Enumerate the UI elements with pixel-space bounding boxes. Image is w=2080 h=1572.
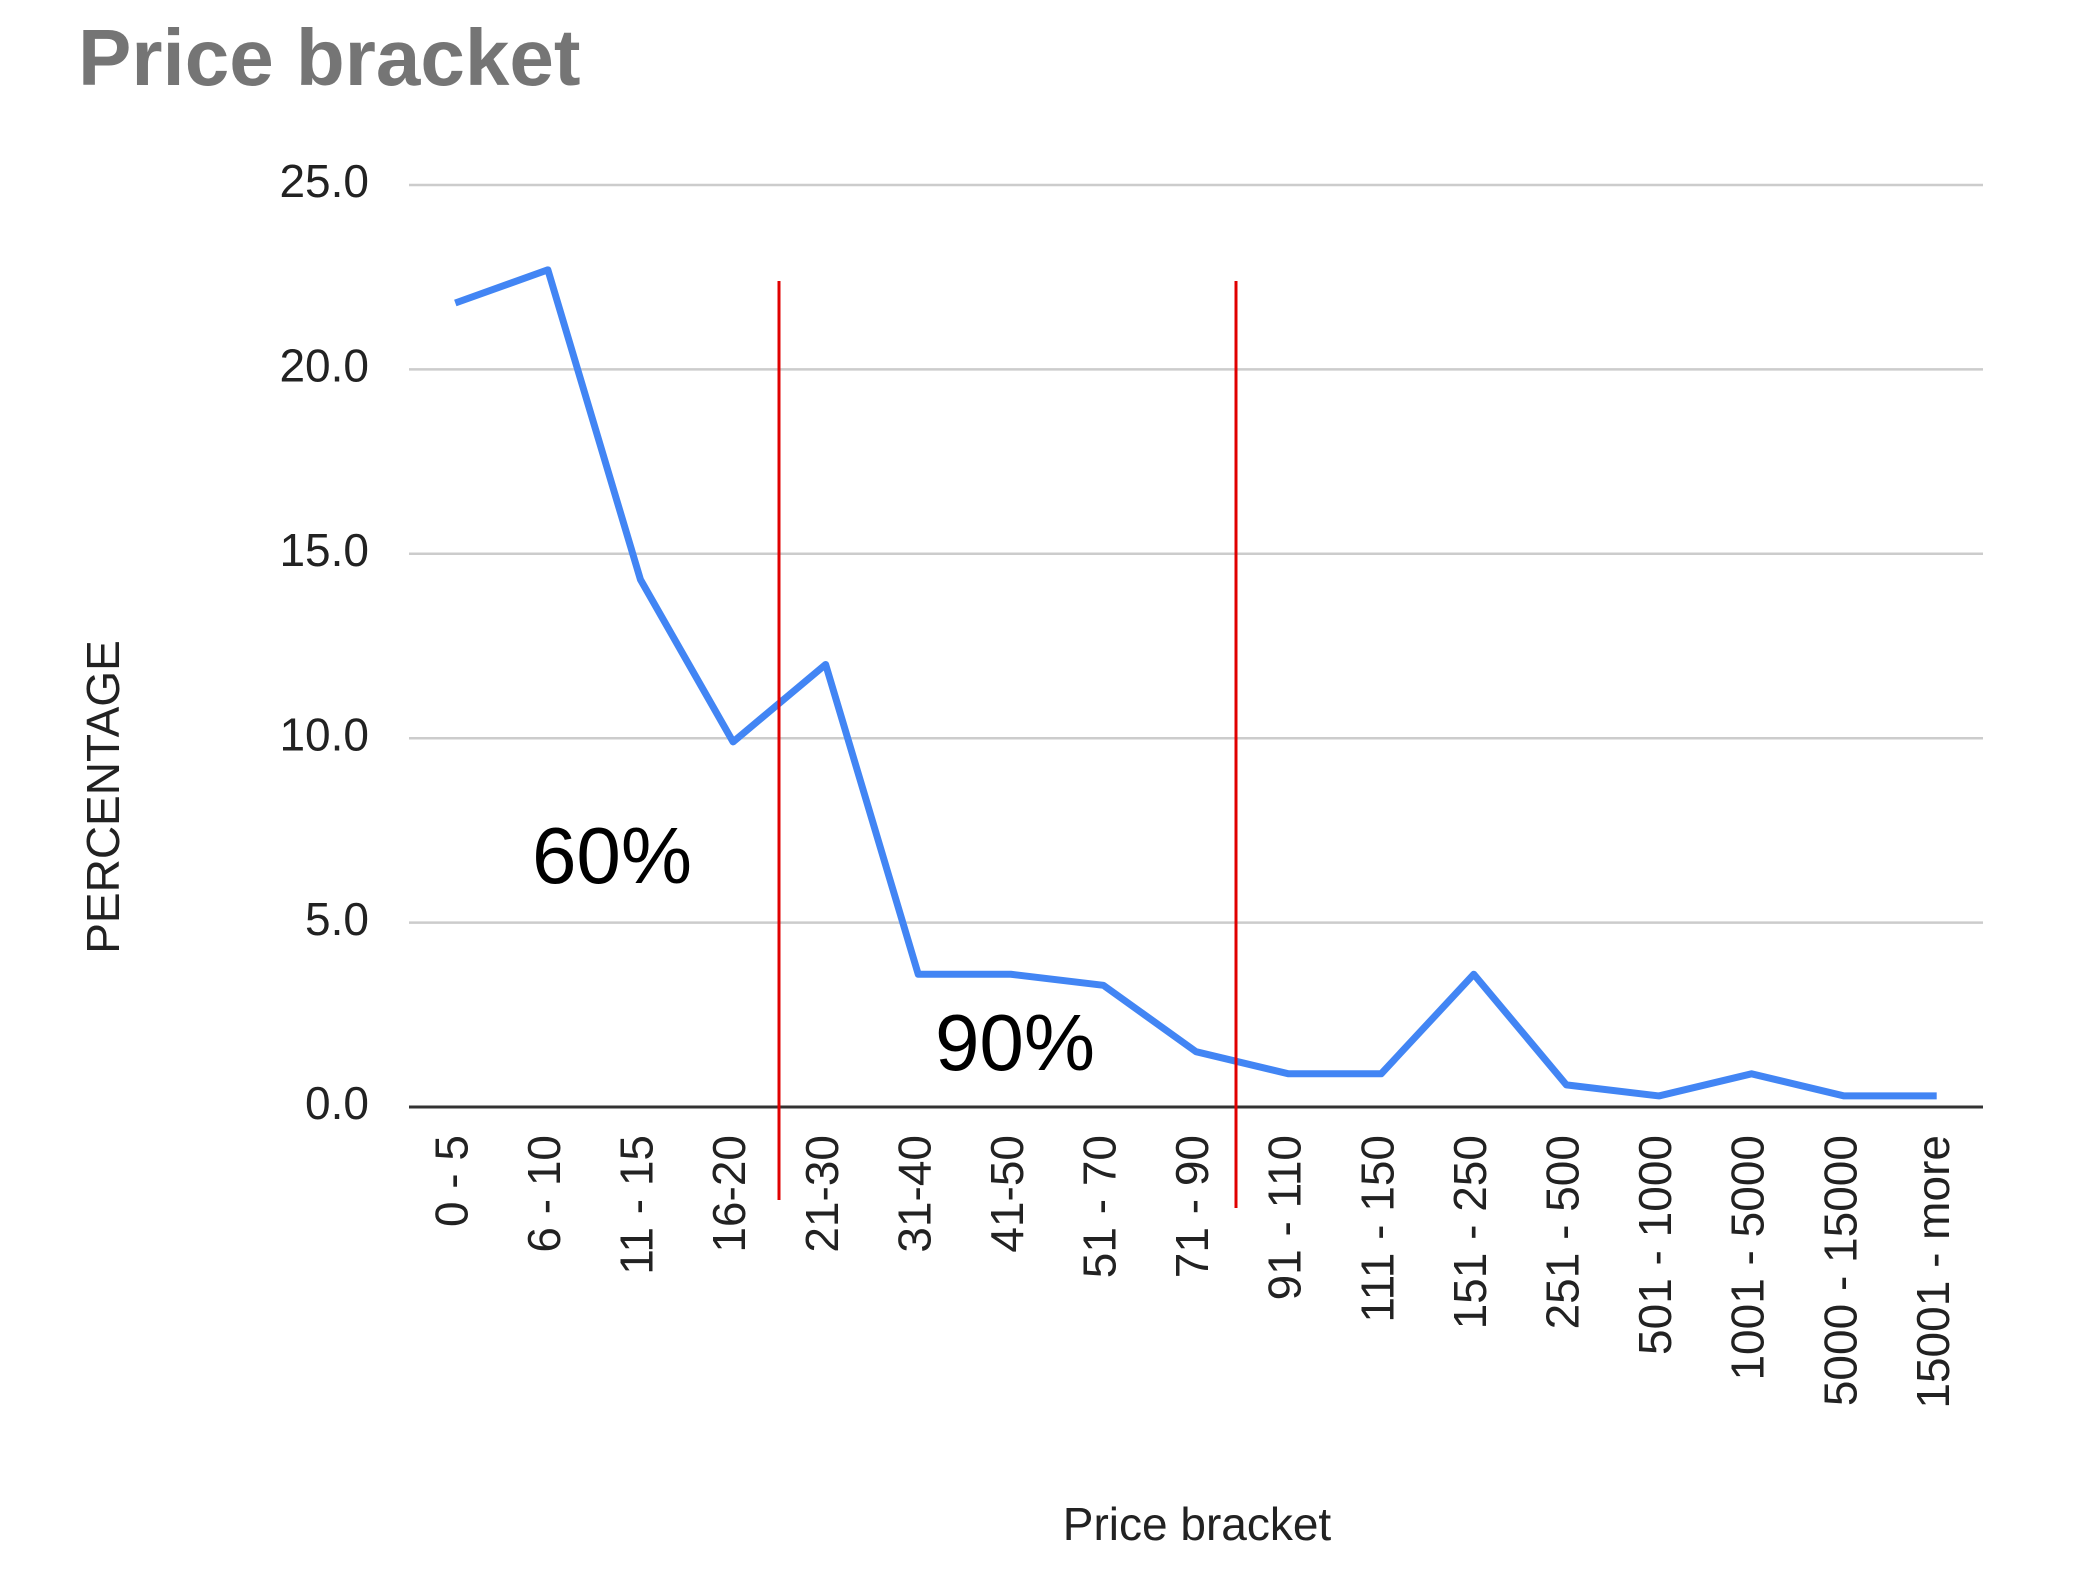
y-tick-label: 0.0	[305, 1077, 369, 1129]
chart-title: Price bracket	[78, 13, 581, 102]
y-tick-label: 5.0	[305, 893, 369, 945]
y-tick-label: 25.0	[279, 155, 369, 207]
y-tick-label: 20.0	[279, 340, 369, 392]
x-tick-label: 71 - 90	[1166, 1135, 1218, 1278]
x-tick-label: 16-20	[703, 1135, 755, 1253]
annotation: 60%	[532, 811, 692, 900]
x-tick-label: 51 - 70	[1074, 1135, 1126, 1278]
x-tick-label: 6 - 10	[518, 1135, 570, 1253]
x-tick-label: 11 - 15	[611, 1135, 663, 1275]
annotation: 90%	[935, 998, 1095, 1087]
x-tick-label: 501 - 1000	[1629, 1135, 1681, 1355]
x-tick-label: 151 - 250	[1444, 1135, 1496, 1329]
y-tick-label: 15.0	[279, 524, 369, 576]
y-tick-label: 10.0	[279, 708, 369, 760]
x-tick-label: 1001 - 5000	[1722, 1135, 1774, 1381]
x-tick-label: 31-40	[888, 1135, 940, 1253]
x-tick-label: 41-50	[981, 1135, 1033, 1253]
plot-area: 0.0 5.0 10.0 15.0 20.0 25.0 0 - 5 6 - 10 11 - 15…	[279, 155, 1983, 1409]
x-tick-label: 111 - 150	[1351, 1135, 1403, 1323]
x-tick-label: 5000 - 15000	[1814, 1135, 1866, 1406]
x-tick-label: 0 - 5	[425, 1135, 477, 1227]
x-axis-title: Price bracket	[1063, 1498, 1332, 1550]
x-tick-label: 21-30	[796, 1135, 848, 1253]
x-tick-label: 91 - 110	[1259, 1135, 1311, 1300]
y-axis-title: PERCENTAGE	[77, 640, 129, 954]
data-line	[454, 266, 1937, 1100]
x-tick-label: 251 - 500	[1537, 1135, 1589, 1329]
x-tick-label: 15001 - more	[1907, 1135, 1959, 1409]
